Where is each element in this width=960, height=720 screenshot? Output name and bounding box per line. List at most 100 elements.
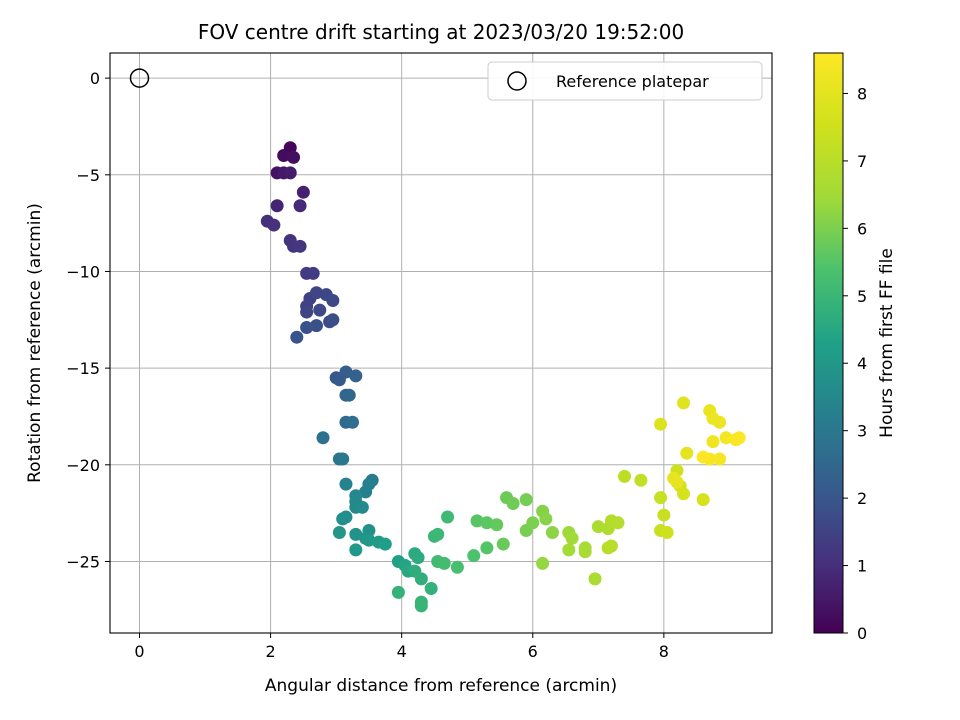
data-point bbox=[706, 435, 720, 449]
y-tick-label: −5 bbox=[76, 166, 100, 185]
colorbar-tick-label: 6 bbox=[857, 219, 867, 238]
colorbar-tick-label: 8 bbox=[857, 84, 867, 103]
colorbar-ticks: 0 1 2 3 4 5 6 7 8 bbox=[843, 84, 867, 643]
data-point bbox=[467, 549, 481, 563]
colorbar-tick-label: 5 bbox=[857, 287, 867, 306]
data-point bbox=[450, 560, 464, 574]
data-point bbox=[414, 599, 428, 613]
legend-reference-marker bbox=[507, 71, 527, 91]
data-point bbox=[696, 493, 710, 507]
data-point bbox=[277, 148, 291, 162]
data-point bbox=[270, 199, 284, 213]
scatter-points bbox=[260, 141, 746, 613]
legend-label-reference: Reference platepar bbox=[556, 72, 709, 91]
x-tick-label: 2 bbox=[265, 642, 275, 661]
x-axis-label: Angular distance from reference (arcmin) bbox=[265, 676, 617, 696]
x-tick-label: 4 bbox=[397, 642, 407, 661]
reference-marker bbox=[129, 68, 150, 88]
legend-box bbox=[487, 61, 763, 101]
data-point bbox=[634, 473, 648, 487]
data-point bbox=[349, 543, 363, 557]
chart-title: FOV centre drift starting at 2023/03/20 … bbox=[198, 20, 684, 44]
x-tick-label: 6 bbox=[528, 642, 538, 661]
y-tick-label: −20 bbox=[66, 456, 100, 475]
y-axis-ticks: 0 −5 −10 −15 −20 −25 bbox=[66, 69, 110, 571]
data-point bbox=[480, 516, 494, 530]
data-point bbox=[326, 293, 340, 307]
colorbar-tick-label: 2 bbox=[857, 489, 867, 508]
data-point bbox=[342, 388, 356, 402]
data-point bbox=[713, 452, 727, 466]
colorbar-tick-label: 7 bbox=[857, 152, 867, 171]
data-point bbox=[562, 543, 576, 557]
data-point bbox=[326, 313, 340, 327]
colorbar-label: Hours from first FF file bbox=[877, 248, 897, 438]
data-point bbox=[536, 556, 550, 570]
data-point bbox=[339, 477, 353, 491]
data-point bbox=[300, 305, 314, 319]
data-point bbox=[267, 218, 281, 232]
data-point bbox=[539, 512, 553, 526]
data-point bbox=[719, 431, 733, 445]
data-point bbox=[293, 239, 307, 253]
data-point bbox=[424, 582, 438, 596]
data-point bbox=[316, 431, 330, 445]
data-point bbox=[545, 525, 559, 539]
legend: Reference platepar bbox=[487, 61, 763, 101]
data-point bbox=[611, 516, 625, 530]
data-point bbox=[359, 485, 373, 499]
data-point bbox=[441, 510, 455, 524]
reference-platepar-marker bbox=[129, 68, 150, 88]
data-point bbox=[336, 512, 350, 526]
data-point bbox=[519, 493, 533, 507]
colorbar bbox=[813, 52, 844, 634]
data-point bbox=[732, 431, 746, 445]
colorbar-tick-label: 1 bbox=[857, 557, 867, 576]
data-point bbox=[677, 396, 691, 410]
data-point bbox=[290, 330, 304, 344]
data-point bbox=[349, 369, 363, 383]
data-point bbox=[349, 527, 363, 541]
data-point bbox=[654, 491, 668, 505]
data-point bbox=[591, 520, 605, 534]
data-point bbox=[332, 525, 346, 539]
y-tick-label: −25 bbox=[66, 552, 100, 571]
data-point bbox=[378, 537, 392, 551]
data-point bbox=[339, 365, 353, 379]
x-tick-label: 0 bbox=[134, 642, 144, 661]
data-point bbox=[391, 585, 405, 599]
data-point bbox=[293, 199, 307, 213]
colorbar-tick-label: 3 bbox=[857, 422, 867, 441]
data-point bbox=[300, 321, 314, 335]
data-point bbox=[309, 319, 323, 333]
data-point bbox=[496, 537, 510, 551]
data-point bbox=[506, 496, 520, 510]
x-axis-ticks: 0 2 4 6 8 bbox=[134, 633, 669, 661]
x-tick-label: 8 bbox=[659, 642, 669, 661]
data-point bbox=[287, 150, 301, 164]
plot-frame bbox=[109, 52, 773, 634]
data-point bbox=[578, 545, 592, 559]
data-point bbox=[470, 514, 484, 528]
data-point bbox=[618, 469, 632, 483]
data-point bbox=[604, 539, 618, 553]
plot-area bbox=[110, 53, 772, 633]
data-point bbox=[588, 572, 602, 586]
y-axis-label: Rotation from reference (arcmin) bbox=[25, 203, 45, 483]
data-point bbox=[296, 185, 310, 199]
data-point bbox=[437, 556, 451, 570]
colorbar-tick-label: 4 bbox=[857, 354, 867, 373]
data-point bbox=[713, 415, 727, 429]
data-point bbox=[346, 415, 360, 429]
data-point bbox=[355, 500, 369, 514]
data-point bbox=[526, 516, 540, 530]
data-point bbox=[480, 541, 494, 555]
data-point bbox=[657, 508, 671, 522]
data-point bbox=[283, 166, 297, 180]
data-point bbox=[696, 450, 710, 464]
data-point bbox=[670, 475, 684, 489]
data-point bbox=[411, 551, 425, 565]
data-point bbox=[565, 531, 579, 545]
data-point bbox=[306, 266, 320, 280]
